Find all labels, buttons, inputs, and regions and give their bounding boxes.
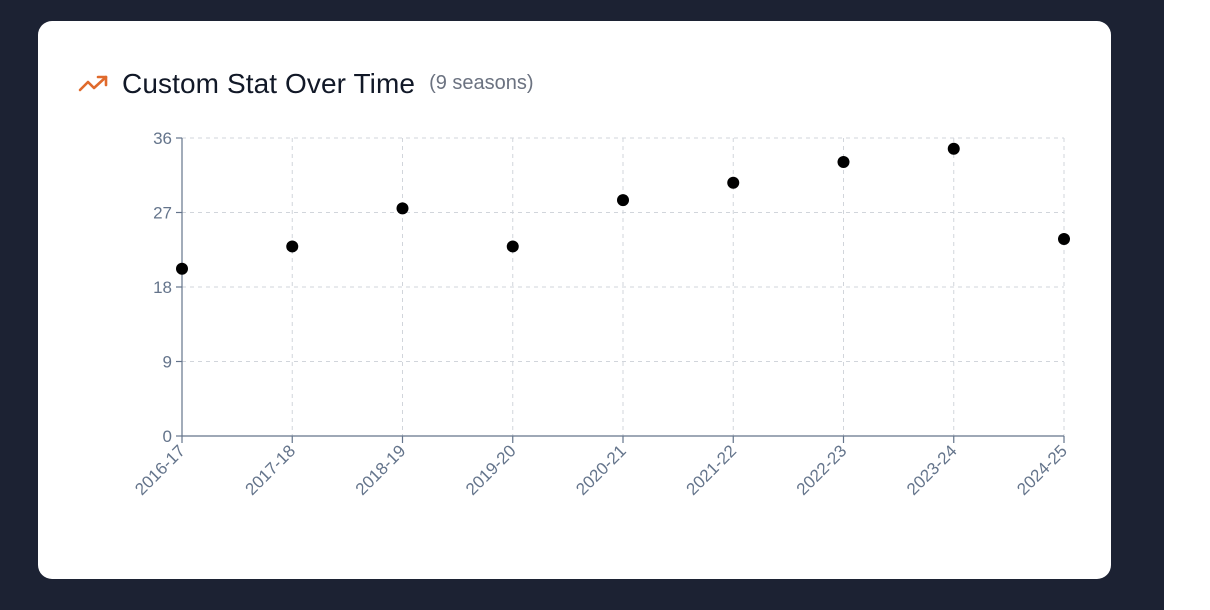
data-point[interactable] — [837, 156, 850, 169]
x-axis-ticks: 2016-17 2017-18 2018-19 2019-20 2020-21 2021-… — [131, 436, 1071, 499]
x-tick-label: 2021-22 — [683, 441, 741, 499]
data-point[interactable] — [176, 262, 188, 275]
x-tick-label: 2017-18 — [242, 441, 300, 499]
scatter-chart: 0 9 18 27 36 2016-17 2017-18 2018-19 2019-20 202… — [131, 129, 1071, 499]
data-point[interactable] — [947, 142, 960, 155]
data-points — [176, 142, 1070, 275]
y-tick-label: 36 — [153, 129, 172, 148]
data-point[interactable] — [1058, 232, 1070, 245]
chart-header: Custom Stat Over Time (9 seasons) — [78, 67, 534, 101]
trending-up-icon — [78, 72, 110, 96]
x-tick-label: 2020-21 — [572, 441, 630, 499]
chart-title: Custom Stat Over Time — [122, 68, 416, 99]
season-count: (9 seasons) — [429, 71, 534, 94]
data-point[interactable] — [286, 240, 299, 253]
page-side-panel — [1164, 0, 1210, 610]
y-tick-label: 0 — [163, 427, 172, 446]
y-tick-label: 9 — [163, 353, 172, 372]
x-tick-label: 2016-17 — [131, 441, 189, 499]
y-axis-ticks: 0 9 18 27 36 — [153, 129, 182, 446]
x-tick-label: 2024-25 — [1013, 441, 1071, 499]
x-tick-label: 2023-24 — [903, 441, 961, 499]
grid — [182, 137, 1065, 436]
data-point[interactable] — [396, 202, 409, 215]
data-point[interactable] — [727, 176, 740, 189]
x-tick-label: 2019-20 — [462, 441, 520, 499]
y-tick-label: 18 — [153, 278, 172, 297]
x-tick-label: 2018-19 — [352, 441, 410, 499]
data-point[interactable] — [617, 194, 629, 207]
x-tick-label: 2022-23 — [793, 441, 851, 499]
y-tick-label: 27 — [153, 204, 172, 223]
chart-card: Custom Stat Over Time (9 seasons) 0 9 18 27… — [38, 21, 1111, 579]
data-point[interactable] — [506, 240, 519, 253]
